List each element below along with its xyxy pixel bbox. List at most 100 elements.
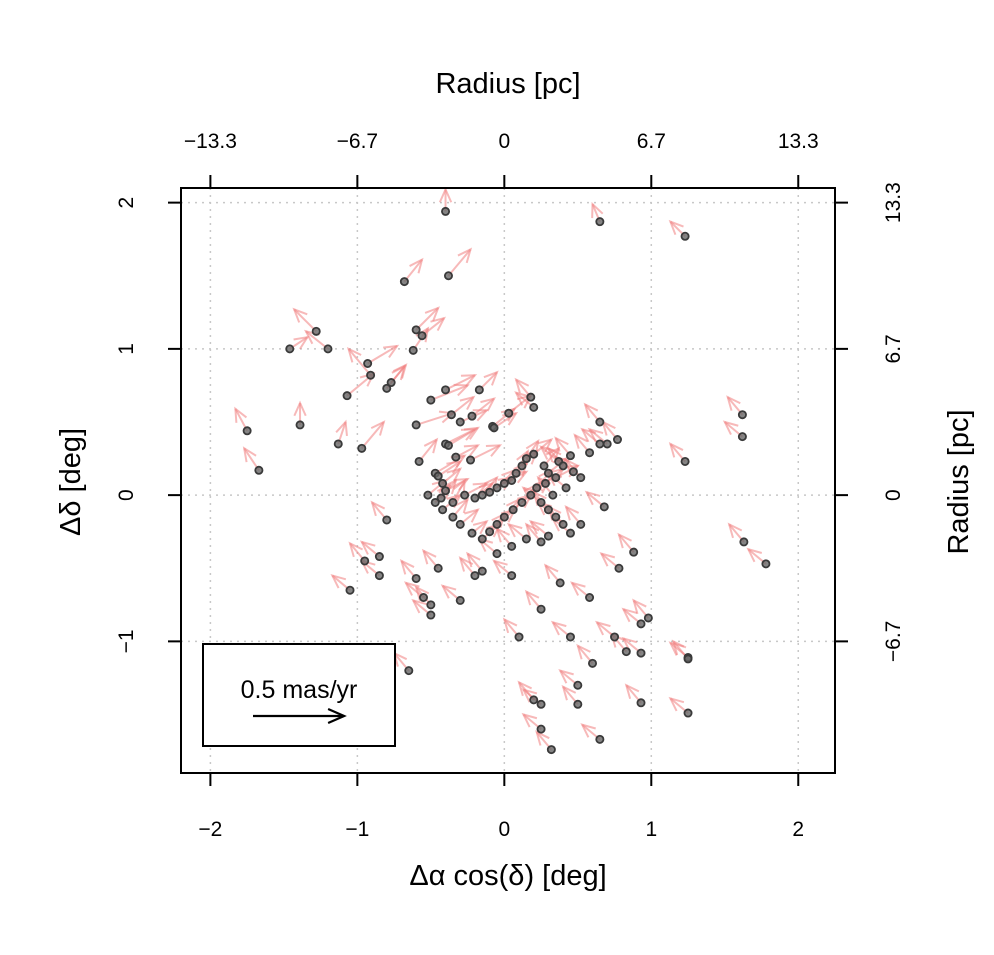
- star-point: [610, 632, 620, 642]
- proper-motion-arrowhead: [411, 598, 427, 614]
- proper-motion-arrowhead: [591, 201, 604, 219]
- proper-motion-arrowhead: [472, 519, 489, 535]
- star-point: [576, 519, 586, 529]
- proper-motion-arrow: [445, 374, 476, 391]
- proper-motion-arrowhead: [383, 344, 400, 358]
- proper-motion-arrow: [447, 426, 479, 447]
- star-point: [448, 512, 458, 522]
- star-point: [254, 465, 264, 475]
- proper-motion-arrowhead: [485, 444, 503, 457]
- proper-motion-arrowhead: [466, 551, 481, 568]
- proper-motion-arrowhead: [722, 420, 739, 435]
- legend-box: [202, 643, 396, 747]
- proper-motion-arrowhead: [414, 585, 430, 602]
- proper-motion-arrowhead: [293, 400, 307, 417]
- x-axis-top: −13.3 −6.7 0 6.7 13.3: [184, 130, 819, 189]
- star-point: [540, 478, 550, 488]
- star-point: [295, 420, 305, 430]
- proper-motion-arrowhead: [550, 620, 567, 636]
- proper-motion-arrowhead: [242, 446, 257, 463]
- proper-motion-arrowhead: [463, 444, 481, 458]
- star-point: [585, 448, 595, 458]
- star-point: [242, 426, 252, 436]
- proper-motion-arrowhead: [442, 478, 458, 495]
- star-point: [436, 493, 446, 503]
- proper-motion-arrowhead: [453, 383, 470, 397]
- proper-motion-arrowhead: [668, 696, 685, 712]
- top-tick-label: −13.3: [184, 130, 237, 153]
- proper-motion-arrowhead: [573, 433, 588, 449]
- proper-motion-arrowhead: [438, 187, 453, 203]
- star-point: [374, 552, 384, 562]
- scale-legend: 0.5 mas/yr: [202, 643, 396, 747]
- star-point: [333, 439, 343, 449]
- proper-motion-arrowhead: [403, 581, 420, 596]
- star-point: [761, 559, 771, 569]
- star-point: [517, 461, 527, 471]
- y-tick-label: 0: [115, 489, 138, 501]
- proper-motion-arrowhead: [464, 508, 480, 523]
- right-tick-label: 13.3: [882, 182, 905, 223]
- star-point: [418, 593, 428, 603]
- star-point: [448, 497, 458, 507]
- proper-motion-arrowhead: [524, 589, 540, 606]
- top-tick-label: 6.7: [637, 130, 666, 153]
- proper-motion-arrowhead: [423, 437, 439, 454]
- star-point: [426, 600, 436, 610]
- y-axis-right: −6.7 0 6.7 13.3: [834, 182, 905, 662]
- star-point: [536, 699, 546, 709]
- proper-motion-arrowhead: [346, 346, 362, 363]
- star-point: [643, 613, 653, 623]
- star-point: [430, 497, 440, 507]
- star-point: [595, 439, 605, 449]
- star-point: [441, 206, 451, 216]
- proper-motion-arrowhead: [472, 409, 489, 422]
- star-point: [446, 410, 456, 420]
- proper-motion-arrowhead: [457, 247, 473, 264]
- star-point: [477, 490, 487, 500]
- proper-motion-arrowhead: [668, 219, 684, 236]
- star-point: [621, 647, 631, 657]
- proper-motion-arrowhead: [621, 636, 638, 652]
- star-point: [558, 519, 568, 529]
- proper-motion-arrowhead: [726, 395, 741, 411]
- star-point: [565, 632, 575, 642]
- x-tick-label: 0: [498, 818, 510, 841]
- star-point: [507, 541, 517, 551]
- star-point: [382, 515, 392, 525]
- proper-motion-arrowhead: [528, 519, 545, 535]
- star-point: [573, 699, 583, 709]
- star-point: [438, 505, 448, 515]
- star-point: [543, 505, 553, 515]
- star-point: [474, 385, 484, 395]
- proper-motion-arrowhead: [234, 406, 248, 423]
- proper-motion-arrow: [430, 384, 468, 401]
- proper-motion-arrowhead: [546, 446, 562, 463]
- star-point: [573, 680, 583, 690]
- proper-motion-arrowhead: [668, 442, 684, 458]
- star-point: [568, 467, 578, 477]
- star-point: [536, 537, 546, 547]
- proper-motion-arrowhead: [458, 556, 474, 572]
- star-point: [595, 417, 605, 427]
- star-point: [636, 698, 646, 708]
- legend-arrowhead: [327, 707, 347, 725]
- star-point: [386, 378, 396, 388]
- star-point: [551, 512, 561, 522]
- proper-motion-arrowhead: [330, 573, 347, 589]
- star-point: [561, 483, 571, 493]
- proper-motion-arrowhead: [727, 522, 743, 539]
- star-point: [311, 326, 321, 336]
- y-tick-label: 2: [115, 197, 138, 209]
- proper-motion-arrow: [403, 259, 423, 283]
- y-axis-left: −1 0 1 2: [115, 197, 182, 653]
- proper-motion-arrowhead: [293, 335, 310, 350]
- star-point: [529, 402, 539, 412]
- star-point: [614, 563, 624, 573]
- x-axis-bottom: −2 −1 0 1 2: [198, 772, 804, 841]
- star-point: [451, 452, 461, 462]
- star-point: [466, 455, 476, 465]
- x-tick-label: 2: [792, 818, 804, 841]
- proper-motion-arrowhead: [580, 723, 596, 738]
- proper-motion-arrowhead: [446, 467, 463, 482]
